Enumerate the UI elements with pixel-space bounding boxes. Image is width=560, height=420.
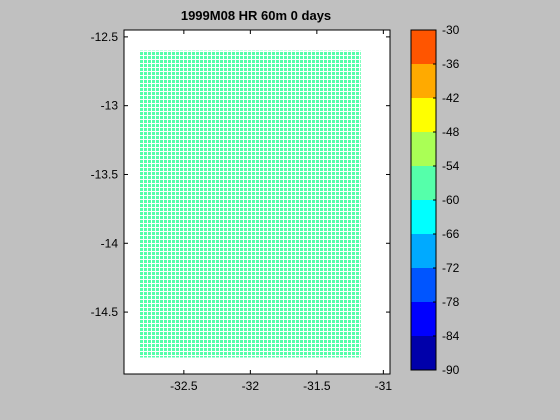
- colorbar-segment: [411, 200, 436, 234]
- colorbar-segment: [411, 302, 436, 336]
- colorbar-segment: [411, 132, 436, 166]
- colorbar-tick-label: -48: [442, 125, 460, 139]
- colorbar-segment: [411, 268, 436, 302]
- colorbar: -90 -84 -78 -72 -66 -60 -54 -48 -42 -36 -30: [410, 23, 460, 377]
- colorbar-segment: [411, 64, 436, 98]
- y-axis: -12.5 -13 -13.5 -14 -14.5: [91, 30, 390, 319]
- colorbar-tick-label: -30: [442, 23, 460, 37]
- x-tick-label: -32: [242, 379, 260, 393]
- colorbar-segment: [411, 234, 436, 268]
- y-tick-label: -12.5: [91, 30, 119, 44]
- colorbar-segment: [411, 336, 436, 370]
- colorbar-segment: [411, 30, 436, 64]
- colorbar-segment: [411, 166, 436, 200]
- plot-area: [123, 29, 391, 375]
- colorbar-tick-label: -72: [442, 261, 460, 275]
- colorbar-tick-label: -36: [442, 57, 460, 71]
- colorbar-tick-label: -90: [442, 363, 460, 377]
- colorbar-segment: [411, 98, 436, 132]
- x-tick-label: -32.5: [170, 379, 198, 393]
- y-tick-label: -14: [101, 236, 119, 250]
- colorbar-tick-label: -54: [442, 159, 460, 173]
- y-tick-label: -13: [101, 99, 119, 113]
- colorbar-tick-label: -66: [442, 227, 460, 241]
- colorbar-tick-label: -78: [442, 295, 460, 309]
- y-tick-label: -14.5: [91, 305, 119, 319]
- y-tick-label: -13.5: [91, 167, 119, 181]
- chart-title: 1999M08 HR 60m 0 days: [181, 8, 331, 23]
- x-tick-label: -31: [375, 379, 393, 393]
- colorbar-tick-label: -42: [442, 91, 460, 105]
- x-axis: -32.5 -32 -31.5 -31: [170, 30, 392, 393]
- x-tick-label: -31.5: [303, 379, 331, 393]
- colorbar-tick-label: -60: [442, 193, 460, 207]
- data-field: [139, 50, 361, 358]
- colorbar-tick-label: -84: [442, 329, 460, 343]
